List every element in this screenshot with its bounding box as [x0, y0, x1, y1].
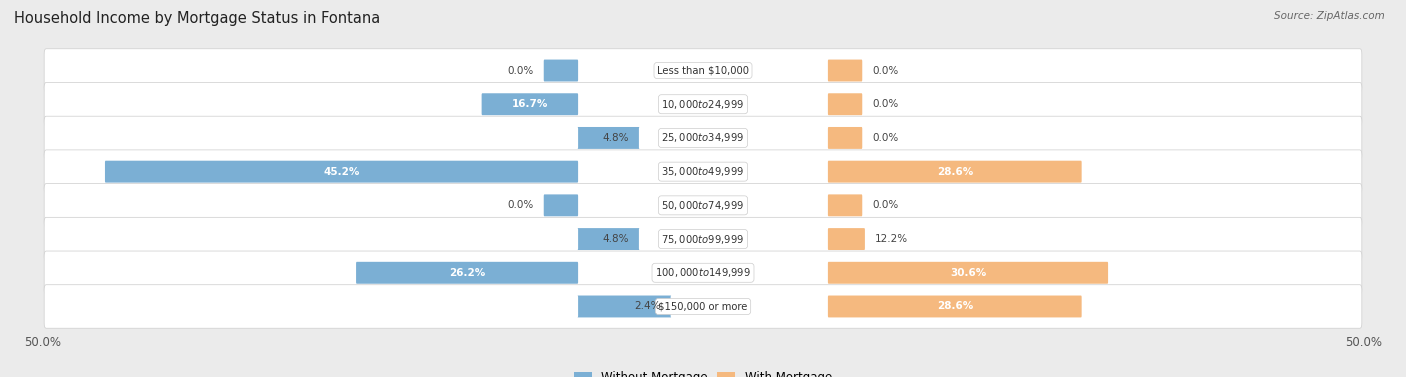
- Text: Household Income by Mortgage Status in Fontana: Household Income by Mortgage Status in F…: [14, 11, 380, 26]
- FancyBboxPatch shape: [828, 93, 862, 115]
- FancyBboxPatch shape: [44, 285, 1362, 328]
- Text: $150,000 or more: $150,000 or more: [658, 302, 748, 311]
- FancyBboxPatch shape: [44, 83, 1362, 126]
- Text: 16.7%: 16.7%: [512, 99, 548, 109]
- Text: 4.8%: 4.8%: [603, 234, 628, 244]
- FancyBboxPatch shape: [544, 195, 578, 216]
- Text: 2.4%: 2.4%: [634, 302, 661, 311]
- FancyBboxPatch shape: [105, 161, 578, 182]
- Text: $100,000 to $149,999: $100,000 to $149,999: [655, 266, 751, 279]
- FancyBboxPatch shape: [356, 262, 578, 284]
- FancyBboxPatch shape: [44, 150, 1362, 193]
- FancyBboxPatch shape: [44, 251, 1362, 294]
- FancyBboxPatch shape: [828, 161, 1081, 182]
- FancyBboxPatch shape: [44, 217, 1362, 261]
- FancyBboxPatch shape: [828, 228, 865, 250]
- FancyBboxPatch shape: [828, 195, 862, 216]
- FancyBboxPatch shape: [828, 262, 1108, 284]
- FancyBboxPatch shape: [828, 296, 1081, 317]
- Text: 0.0%: 0.0%: [508, 200, 534, 210]
- Legend: Without Mortgage, With Mortgage: Without Mortgage, With Mortgage: [569, 366, 837, 377]
- Text: Less than $10,000: Less than $10,000: [657, 66, 749, 75]
- FancyBboxPatch shape: [828, 127, 862, 149]
- Text: 28.6%: 28.6%: [936, 302, 973, 311]
- Text: 4.8%: 4.8%: [603, 133, 628, 143]
- Text: 0.0%: 0.0%: [872, 133, 898, 143]
- FancyBboxPatch shape: [578, 127, 640, 149]
- Text: 0.0%: 0.0%: [508, 66, 534, 75]
- Text: 28.6%: 28.6%: [936, 167, 973, 177]
- Text: 26.2%: 26.2%: [449, 268, 485, 278]
- Text: 0.0%: 0.0%: [872, 66, 898, 75]
- Text: $10,000 to $24,999: $10,000 to $24,999: [661, 98, 745, 111]
- Text: 12.2%: 12.2%: [875, 234, 908, 244]
- FancyBboxPatch shape: [544, 60, 578, 81]
- Text: 0.0%: 0.0%: [872, 99, 898, 109]
- Text: 0.0%: 0.0%: [872, 200, 898, 210]
- FancyBboxPatch shape: [44, 184, 1362, 227]
- Text: 45.2%: 45.2%: [323, 167, 360, 177]
- FancyBboxPatch shape: [578, 228, 640, 250]
- Text: 30.6%: 30.6%: [950, 268, 986, 278]
- FancyBboxPatch shape: [44, 116, 1362, 160]
- FancyBboxPatch shape: [482, 93, 578, 115]
- FancyBboxPatch shape: [578, 296, 671, 317]
- Text: $35,000 to $49,999: $35,000 to $49,999: [661, 165, 745, 178]
- Text: Source: ZipAtlas.com: Source: ZipAtlas.com: [1274, 11, 1385, 21]
- Text: $75,000 to $99,999: $75,000 to $99,999: [661, 233, 745, 245]
- Text: $50,000 to $74,999: $50,000 to $74,999: [661, 199, 745, 212]
- Text: $25,000 to $34,999: $25,000 to $34,999: [661, 132, 745, 144]
- FancyBboxPatch shape: [828, 60, 862, 81]
- FancyBboxPatch shape: [44, 49, 1362, 92]
